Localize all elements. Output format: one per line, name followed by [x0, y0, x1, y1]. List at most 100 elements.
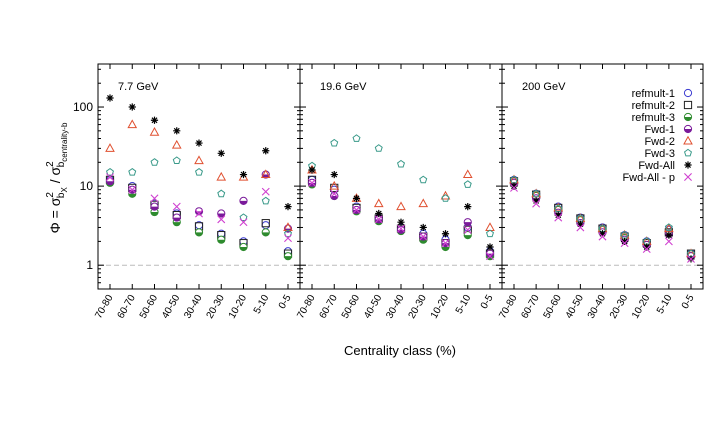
point-fwd-all-p — [486, 252, 494, 261]
point-fwd-2-shape — [373, 198, 384, 208]
point-fwd-2 — [260, 169, 271, 179]
point-fwd-3 — [239, 213, 248, 221]
point-fwd-all-p — [330, 189, 339, 198]
x-tick-label: 50-60 — [340, 293, 363, 321]
point-fwd-1-fill — [128, 189, 136, 194]
point-fwd-3 — [261, 196, 270, 205]
point-fwd-all-p-shape — [532, 199, 541, 208]
point-fwd-3 — [128, 167, 137, 176]
point-fwd-all-p-shape — [554, 213, 563, 222]
point-fwd-1 — [150, 202, 159, 211]
legend-marker-fwd-3 — [683, 148, 693, 157]
marks-layer — [105, 94, 696, 263]
point-fwd-all-p-shape — [620, 239, 629, 248]
point-fwd-3 — [352, 134, 361, 142]
point-fwd-all-p — [598, 232, 607, 241]
x-tick-label: 30-40 — [182, 293, 205, 321]
point-refmult-3-fill — [217, 239, 225, 244]
point-fwd-3 — [485, 229, 495, 238]
point-fwd-all-p-shape — [128, 185, 137, 194]
point-fwd-all-p-shape — [352, 205, 361, 214]
point-fwd-all — [576, 220, 584, 228]
point-fwd-2 — [127, 119, 138, 129]
point-fwd-1-fill — [352, 209, 361, 214]
point-refmult-2 — [261, 219, 270, 228]
point-fwd-all-p-shape — [172, 202, 181, 211]
point-fwd-all-p-shape — [664, 237, 673, 246]
legend-marker-refmult-2 — [683, 100, 693, 110]
point-fwd-all — [464, 203, 472, 211]
point-fwd-all — [441, 230, 450, 238]
point-fwd-2-shape — [462, 169, 473, 179]
point-fwd-3 — [105, 167, 115, 176]
point-fwd-3 — [172, 156, 181, 165]
point-fwd-3 — [194, 167, 204, 176]
point-fwd-all-shape — [665, 231, 673, 239]
point-fwd-all-shape — [330, 170, 338, 179]
legend-marker-fwd-all-p — [684, 173, 692, 181]
svg-text:Φ = σ2bX / σ2bcentrality-b: Φ = σ2bX / σ2bcentrality-b — [45, 122, 69, 233]
point-fwd-3-shape — [330, 138, 339, 147]
y-label-sub1b: X — [60, 187, 69, 193]
point-refmult-3-fill — [262, 232, 270, 236]
panel-1-marks — [105, 94, 293, 261]
point-fwd-all — [375, 209, 383, 218]
panels-layer: 70-80 60-70 50-60 40-50 30-40 20-30 10-20 5-10 0… — [73, 63, 704, 321]
point-fwd-all — [308, 166, 316, 174]
point-fwd-all-p — [642, 245, 651, 254]
point-fwd-1-fill — [308, 182, 316, 187]
legend-marker-refmult-1 — [683, 88, 693, 98]
point-fwd-all — [195, 139, 203, 147]
point-fwd-1-fill — [441, 243, 450, 247]
point-fwd-1-fill — [106, 181, 114, 185]
point-fwd-2-shape — [485, 222, 495, 231]
point-fwd-3-shape — [217, 189, 226, 198]
x-tick-label: 5-10 — [454, 293, 474, 316]
x-tick-label: 20-30 — [205, 293, 228, 321]
panel-label: 200 GeV — [522, 81, 566, 93]
point-fwd-3-shape — [463, 180, 472, 188]
legend-marker-refmult-1-shape — [683, 88, 693, 98]
point-fwd-all-p-shape — [419, 232, 428, 241]
point-fwd-all — [284, 203, 292, 211]
point-fwd-all — [510, 182, 518, 190]
point-fwd-all-p-shape — [261, 187, 270, 196]
x-axis-label: Centrality class (%) — [344, 343, 456, 358]
point-fwd-all-p — [284, 234, 292, 243]
point-fwd-2 — [553, 202, 564, 212]
point-fwd-all-shape — [352, 194, 361, 202]
point-fwd-3-shape — [352, 134, 361, 142]
point-fwd-all-shape — [262, 147, 270, 155]
y-label-sup2: 2 — [45, 161, 56, 167]
point-fwd-all — [643, 243, 651, 251]
point-fwd-all-shape — [554, 211, 562, 219]
point-fwd-3 — [396, 159, 406, 168]
point-fwd-all-shape — [173, 127, 181, 135]
x-tick-label: 10-20 — [227, 293, 250, 321]
point-fwd-2-shape — [149, 127, 160, 136]
y-label-phi: Φ = σ — [47, 197, 63, 233]
x-tick-label: 20-30 — [407, 293, 430, 321]
point-fwd-all-p — [419, 232, 428, 241]
x-tick-label: 10-20 — [429, 293, 452, 321]
point-fwd-2 — [396, 201, 406, 211]
point-fwd-all-p — [308, 178, 316, 187]
point-fwd-all-p — [687, 254, 695, 263]
point-fwd-all-p-shape — [217, 215, 226, 224]
point-fwd-all-shape — [621, 237, 629, 245]
x-tick-label: 5-10 — [252, 293, 272, 316]
point-fwd-3 — [330, 138, 339, 147]
point-refmult-3-fill — [173, 222, 181, 226]
point-fwd-3-shape — [283, 229, 293, 238]
x-tick-label: 0-5 — [277, 293, 294, 311]
point-fwd-1-fill — [173, 217, 181, 222]
point-fwd-1-fill — [239, 200, 248, 205]
point-fwd-all-p-shape — [239, 218, 248, 227]
point-fwd-1 — [172, 213, 181, 222]
x-tick-label: 60-70 — [318, 293, 341, 321]
legend-label-fwd-3: Fwd-3 — [644, 148, 675, 160]
point-fwd-all-p — [620, 239, 629, 248]
point-fwd-3 — [419, 175, 428, 184]
point-fwd-all-p-shape — [510, 183, 518, 192]
point-fwd-3 — [150, 158, 159, 166]
